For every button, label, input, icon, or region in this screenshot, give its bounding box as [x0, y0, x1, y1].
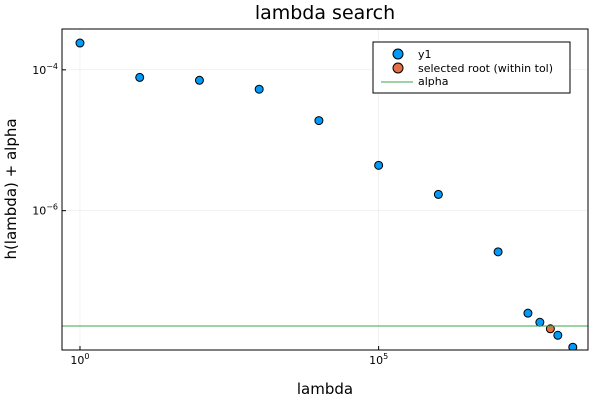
y1-point [568, 342, 578, 350]
y1-point [314, 116, 324, 126]
y1-point [535, 317, 545, 327]
plot-frame [61, 28, 589, 351]
legend-box [372, 41, 571, 94]
y1-point [374, 160, 384, 170]
x-tick-label: 105 [369, 352, 388, 367]
x-axis-label: lambda [297, 380, 353, 398]
y1-point [493, 247, 503, 257]
y1-point [433, 189, 443, 199]
y-tick-label: 10−6 [32, 203, 58, 218]
chart-title: lambda search [255, 2, 395, 24]
legend-marker-y1 [392, 48, 404, 60]
y1-point [194, 75, 204, 85]
y-axis-label: h(lambda) + alpha [2, 118, 20, 259]
legend-label-y1: y1 [418, 48, 432, 61]
y1-point [553, 330, 563, 340]
y1-point [254, 84, 264, 94]
ticks: 100 105 10−4 10−6 [32, 62, 388, 367]
y1-point [75, 38, 85, 48]
legend-label-selected-root: selected root (within tol) [418, 62, 553, 75]
y1-point [135, 72, 145, 82]
y-tick-label: 10−4 [32, 62, 58, 77]
x-tick-label: 100 [70, 352, 89, 367]
legend: y1 selected root (within tol) alpha [372, 41, 571, 94]
plot-series [62, 38, 588, 350]
legend-marker-selected-root [392, 62, 404, 74]
legend-label-alpha: alpha [418, 75, 449, 88]
y1-point [523, 308, 533, 318]
selected-root-point [545, 324, 555, 334]
